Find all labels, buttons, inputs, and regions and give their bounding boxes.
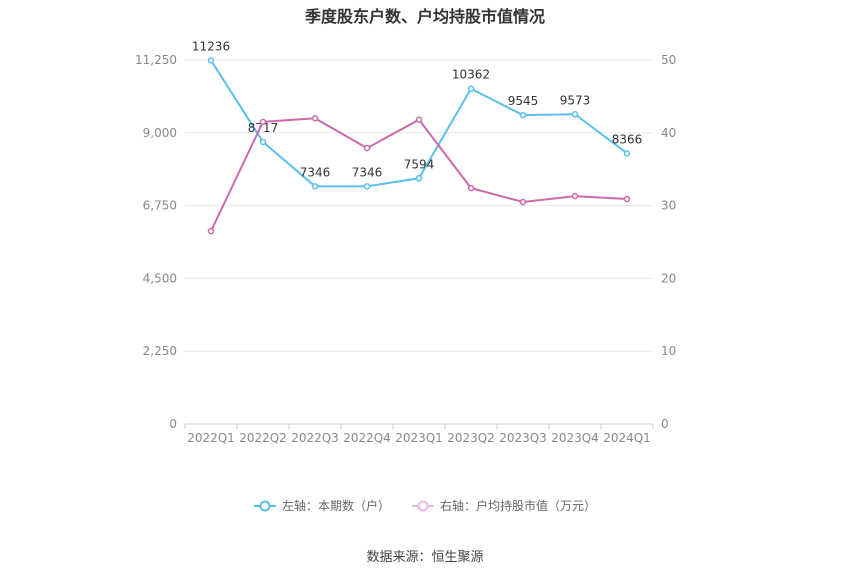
data-label: 11236: [192, 39, 230, 53]
series-point-1: [519, 198, 527, 206]
data-label: 9545: [508, 94, 539, 108]
legend-line-icon-pink: [412, 500, 434, 511]
x-tick-label: 2022Q3: [291, 431, 339, 445]
y-right-tick-label: 20: [661, 271, 676, 285]
y-right-tick-label: 50: [661, 53, 676, 67]
y-right-tick-label: 30: [661, 199, 676, 213]
legend-line-icon-blue: [253, 500, 276, 511]
x-tick-label: 2023Q2: [447, 431, 495, 445]
series-point-0: [519, 111, 527, 119]
series-point-1: [311, 114, 319, 122]
y-left-tick-label: 11,250: [135, 53, 177, 67]
series-point-1: [415, 116, 423, 123]
data-label: 8366: [612, 132, 643, 146]
y-right-tick-label: 10: [661, 344, 676, 358]
series-point-0: [623, 150, 631, 157]
series-point-1: [363, 144, 371, 152]
x-tick-label: 2022Q4: [343, 431, 391, 445]
legend-label-avg-value: 右轴：户均持股市值（万元）: [440, 499, 597, 513]
legend-item-households[interactable]: 左轴：本期数（户）: [253, 497, 390, 514]
series-point-0: [467, 85, 475, 92]
data-label: 7594: [404, 157, 435, 171]
series-point-0: [571, 111, 579, 118]
series-point-0: [311, 183, 319, 190]
x-tick-label: 2024Q1: [603, 431, 651, 445]
y-right-tick-label: 40: [661, 126, 676, 140]
series-point-1: [259, 118, 267, 126]
series-point-1: [623, 195, 631, 203]
series-line-1: [210, 117, 628, 232]
series-point-0: [259, 138, 267, 146]
y-left-tick-label: 9,000: [143, 126, 177, 140]
legend: 左轴：本期数（户） 右轴：户均持股市值（万元）: [0, 497, 850, 514]
y-left-tick-label: 6,750: [143, 199, 177, 213]
legend-item-avg-value[interactable]: 右轴：户均持股市值（万元）: [412, 497, 596, 514]
x-tick-label: 2022Q2: [239, 431, 287, 445]
series-point-1: [467, 184, 475, 192]
series-point-0: [363, 183, 371, 190]
y-left-tick-label: 0: [169, 417, 177, 431]
x-tick-label: 2023Q1: [395, 431, 443, 445]
y-left-tick-label: 2,250: [143, 344, 177, 358]
series-point-1: [207, 227, 215, 235]
y-right-tick-label: 0: [661, 417, 669, 431]
legend-label-households: 左轴：本期数（户）: [281, 499, 390, 513]
data-label: 10362: [452, 68, 490, 82]
x-tick-label: 2023Q4: [551, 431, 599, 445]
data-label: 8717: [248, 121, 279, 135]
series-point-0: [207, 57, 215, 64]
y-left-tick-label: 4,500: [143, 271, 177, 285]
series-point-1: [571, 192, 579, 200]
data-label: 7346: [352, 165, 383, 179]
series-point-0: [415, 175, 423, 182]
data-label: 7346: [300, 165, 331, 179]
data-label: 9573: [560, 93, 591, 107]
source-note: 数据来源：恒生聚源: [366, 550, 484, 565]
x-tick-label: 2023Q3: [499, 431, 547, 445]
x-tick-label: 2022Q1: [187, 431, 235, 445]
chart-title: 季度股东户数、户均持股市值情况: [304, 7, 545, 26]
